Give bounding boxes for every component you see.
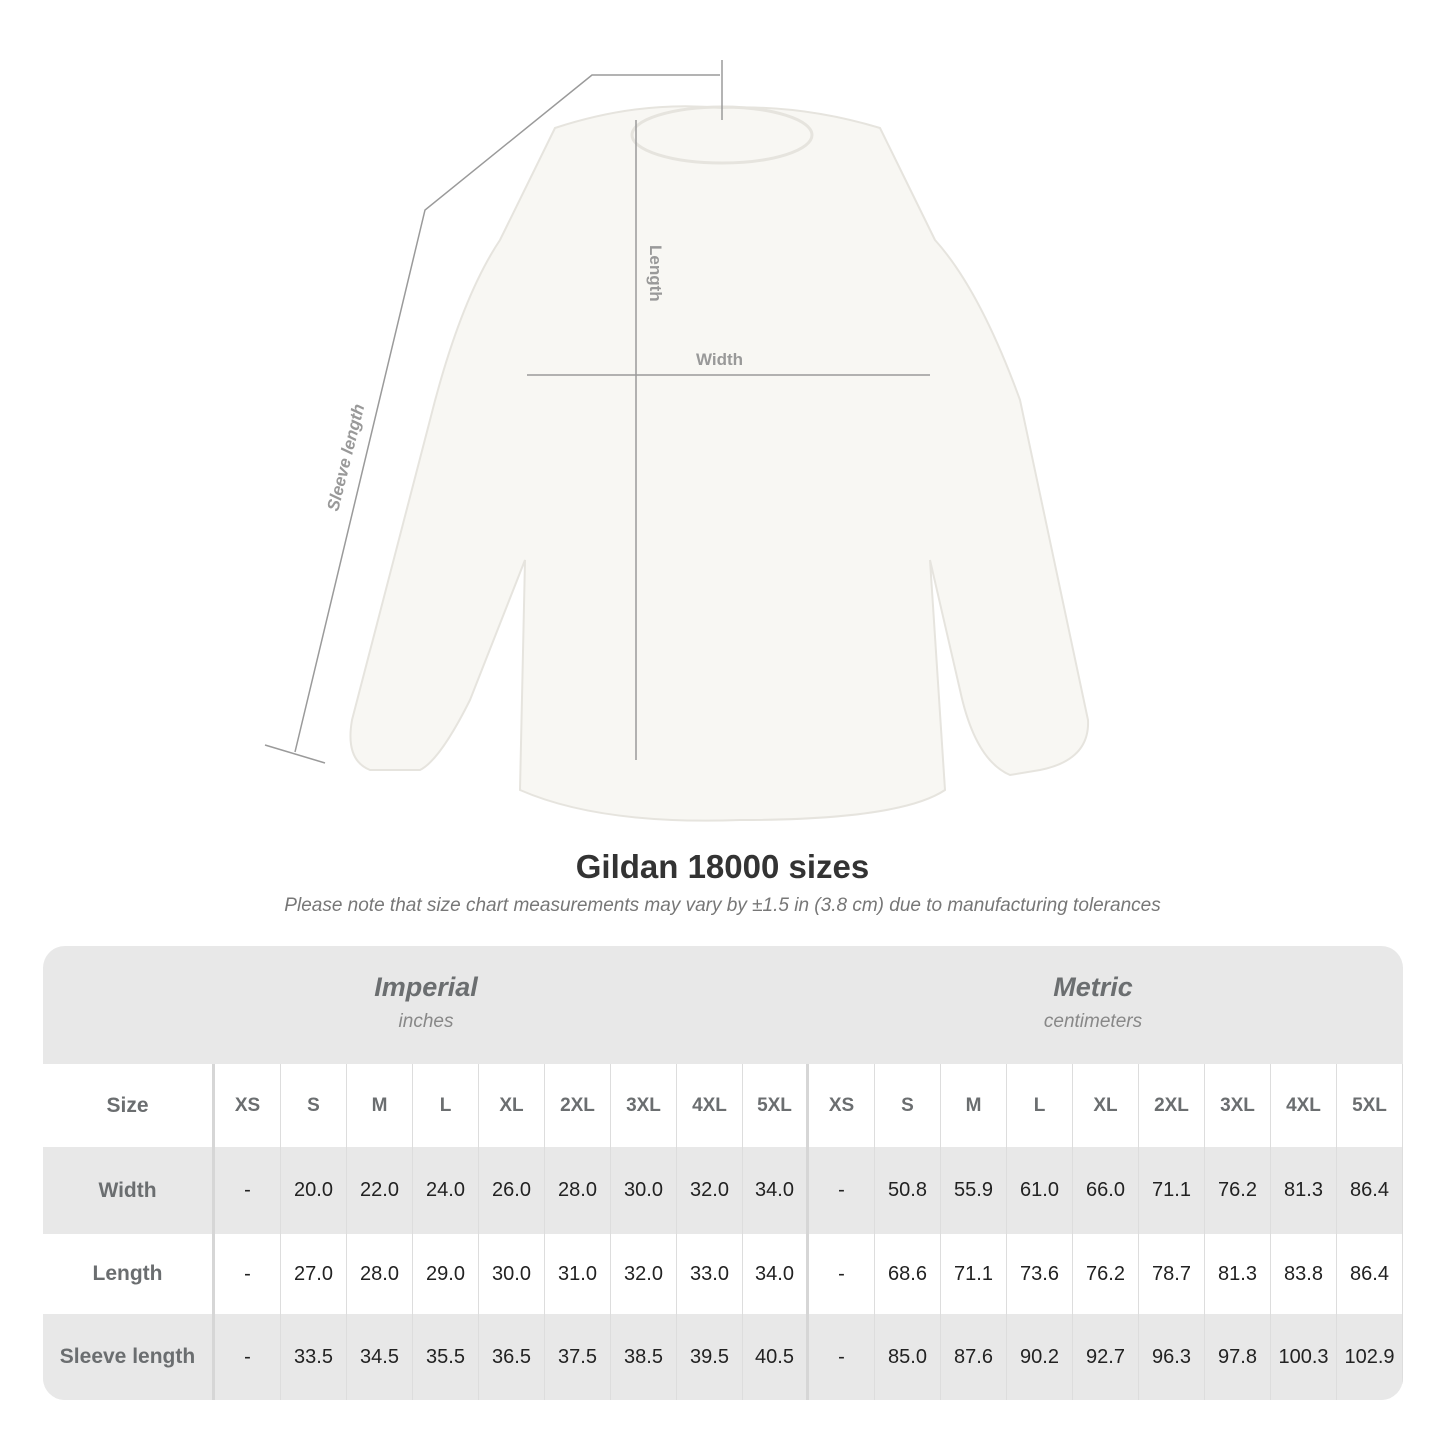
- imperial-value-cell: 29.0: [413, 1234, 479, 1314]
- table-row: Length -27.0 28.0 29.0 30.0 31.0 32.0 33.0 34.0-…: [43, 1234, 1403, 1314]
- imperial-value-cell: 24.0: [413, 1147, 479, 1234]
- imperial-value-cell: 35.5: [413, 1314, 479, 1400]
- imperial-header: Imperial inches: [215, 946, 637, 1064]
- measurement-lines: [264, 60, 930, 764]
- imperial-value-cell: 38.5: [611, 1314, 677, 1400]
- size-table: Imperial inches Metric centimeters Size X…: [43, 946, 1403, 1400]
- metric-value-cell: 71.1: [941, 1234, 1007, 1314]
- imperial-size-xl: XL: [479, 1064, 545, 1147]
- metric-value-cell: -: [809, 1314, 875, 1400]
- imperial-unit: inches: [398, 1011, 454, 1032]
- imperial-value-cell: 27.0: [281, 1234, 347, 1314]
- metric-value-cell: 97.8: [1205, 1314, 1271, 1400]
- imperial-value-cell: 32.0: [677, 1147, 743, 1234]
- metric-value-cell: 78.7: [1139, 1234, 1205, 1314]
- metric-value-cell: 68.6: [875, 1234, 941, 1314]
- size-header-label: Size: [43, 1064, 215, 1147]
- chart-title: Gildan 18000 sizes: [575, 848, 870, 885]
- metric-value-cell: 92.7: [1073, 1314, 1139, 1400]
- sweatshirt-diagram: Length Width Sleeve length: [264, 60, 1090, 822]
- imperial-value-cell: 36.5: [479, 1314, 545, 1400]
- row-label: Length: [43, 1234, 215, 1314]
- imperial-value-cell: 40.5: [743, 1314, 809, 1400]
- metric-unit: centimeters: [1043, 1011, 1143, 1032]
- table-row: Sleeve length -33.5 34.5 35.5 36.5 37.5 38.5 39…: [43, 1314, 1403, 1400]
- imperial-value-cell: 34.0: [743, 1234, 809, 1314]
- length-label: Length: [646, 245, 665, 302]
- metric-value-cell: -: [809, 1147, 875, 1234]
- imperial-value-cell: 26.0: [479, 1147, 545, 1234]
- metric-size-3xl: 3XL: [1205, 1064, 1271, 1147]
- imperial-value-cell: 22.0: [347, 1147, 413, 1234]
- imperial-size-s: S: [281, 1064, 347, 1147]
- sweatshirt-image: [349, 105, 1090, 822]
- metric-value-cell: 86.4: [1337, 1147, 1403, 1234]
- imperial-size-3xl: 3XL: [611, 1064, 677, 1147]
- metric-size-m: M: [941, 1064, 1007, 1147]
- imperial-size-xs: XS: [215, 1064, 281, 1147]
- imperial-value-cell: 31.0: [545, 1234, 611, 1314]
- metric-value-cell: 83.8: [1271, 1234, 1337, 1314]
- imperial-value-cell: 28.0: [347, 1234, 413, 1314]
- metric-value-cell: 90.2: [1007, 1314, 1073, 1400]
- metric-value-cell: 66.0: [1073, 1147, 1139, 1234]
- metric-size-s: S: [875, 1064, 941, 1147]
- sleeve-length-label: Sleeve length: [323, 402, 368, 513]
- row-label: Sleeve length: [43, 1314, 215, 1400]
- imperial-value-cell: -: [215, 1234, 281, 1314]
- metric-title: Metric: [1053, 972, 1133, 1002]
- metric-size-l: L: [1007, 1064, 1073, 1147]
- imperial-value-cell: 39.5: [677, 1314, 743, 1400]
- metric-size-4xl: 4XL: [1271, 1064, 1337, 1147]
- imperial-value-cell: 34.0: [743, 1147, 809, 1234]
- width-label: Width: [696, 350, 743, 369]
- metric-value-cell: 73.6: [1007, 1234, 1073, 1314]
- imperial-size-l: L: [413, 1064, 479, 1147]
- imperial-value-cell: 28.0: [545, 1147, 611, 1234]
- metric-header: Metric centimeters: [798, 946, 1388, 1064]
- metric-value-cell: 100.3: [1271, 1314, 1337, 1400]
- metric-size-2xl: 2XL: [1139, 1064, 1205, 1147]
- metric-size-xl: XL: [1073, 1064, 1139, 1147]
- metric-value-cell: 76.2: [1205, 1147, 1271, 1234]
- imperial-value-cell: -: [215, 1147, 281, 1234]
- metric-value-cell: -: [809, 1234, 875, 1314]
- imperial-value-cell: 30.0: [611, 1147, 677, 1234]
- row-label: Width: [43, 1147, 215, 1234]
- imperial-size-2xl: 2XL: [545, 1064, 611, 1147]
- imperial-value-cell: 20.0: [281, 1147, 347, 1234]
- metric-value-cell: 102.9: [1337, 1314, 1403, 1400]
- imperial-size-5xl: 5XL: [743, 1064, 809, 1147]
- metric-value-cell: 96.3: [1139, 1314, 1205, 1400]
- metric-value-cell: 55.9: [941, 1147, 1007, 1234]
- table-row: Width -20.0 22.0 24.0 26.0 28.0 30.0 32.0 34.0-5…: [43, 1147, 1403, 1234]
- metric-value-cell: 61.0: [1007, 1147, 1073, 1234]
- tolerance-note: Please note that size chart measurements…: [284, 895, 1161, 916]
- imperial-value-cell: 33.5: [281, 1314, 347, 1400]
- metric-value-cell: 76.2: [1073, 1234, 1139, 1314]
- metric-value-cell: 87.6: [941, 1314, 1007, 1400]
- imperial-value-cell: 33.0: [677, 1234, 743, 1314]
- imperial-value-cell: 30.0: [479, 1234, 545, 1314]
- metric-value-cell: 86.4: [1337, 1234, 1403, 1314]
- metric-value-cell: 85.0: [875, 1314, 941, 1400]
- imperial-size-4xl: 4XL: [677, 1064, 743, 1147]
- metric-size-xs: XS: [809, 1064, 875, 1147]
- imperial-value-cell: -: [215, 1314, 281, 1400]
- metric-size-5xl: 5XL: [1337, 1064, 1403, 1147]
- metric-value-cell: 71.1: [1139, 1147, 1205, 1234]
- metric-value-cell: 81.3: [1205, 1234, 1271, 1314]
- size-header-row: Size XS S M L XL 2XL 3XL 4XL 5XL XS S M L XL 2XL 3XL 4XL 5…: [43, 1064, 1403, 1147]
- imperial-title: Imperial: [374, 972, 478, 1002]
- metric-value-cell: 81.3: [1271, 1147, 1337, 1234]
- metric-value-cell: 50.8: [875, 1147, 941, 1234]
- imperial-value-cell: 34.5: [347, 1314, 413, 1400]
- imperial-size-m: M: [347, 1064, 413, 1147]
- imperial-value-cell: 32.0: [611, 1234, 677, 1314]
- imperial-value-cell: 37.5: [545, 1314, 611, 1400]
